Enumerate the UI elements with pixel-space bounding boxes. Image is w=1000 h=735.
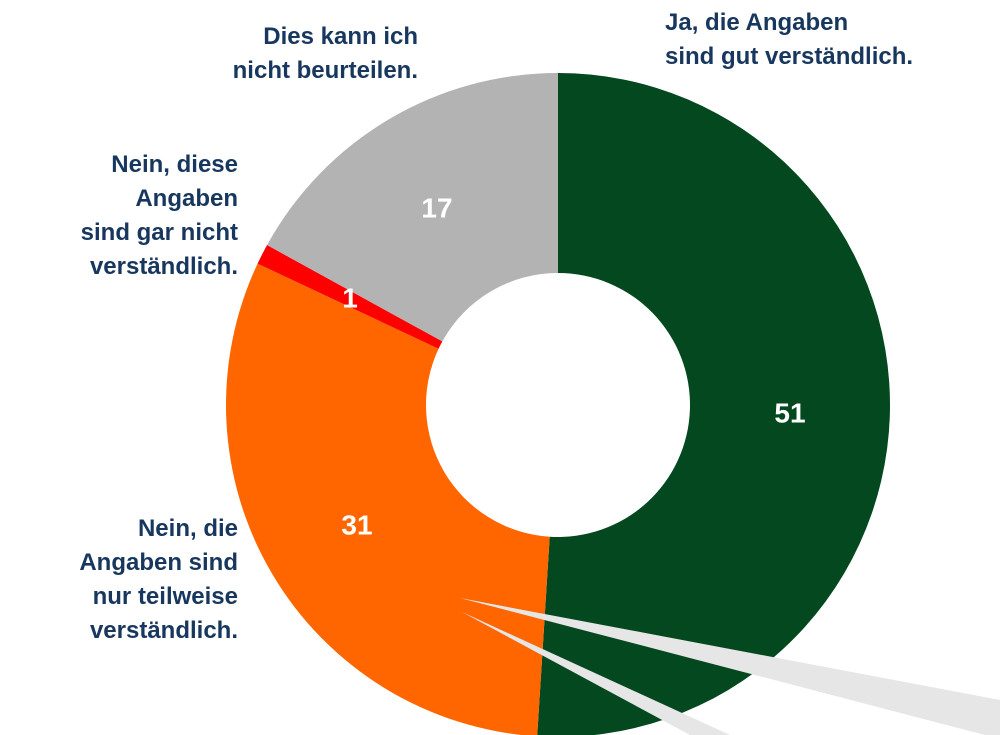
value-label: 17: [421, 192, 452, 223]
wedge: [537, 73, 890, 735]
wedge: [226, 263, 550, 735]
wedge: [267, 73, 558, 342]
value-label: 1: [342, 282, 358, 313]
category-label: Nein, die Angaben sind nur teilweise ver…: [79, 515, 238, 644]
category-label: Ja, die Angaben sind gut verständlich.: [665, 9, 914, 70]
category-label: Nein, diese Angaben sind gar nicht verst…: [80, 151, 238, 280]
value-label: 51: [774, 397, 805, 428]
wedge: [257, 245, 443, 349]
callout: [460, 598, 1000, 735]
category-label: Dies kann ich nicht beurteilen.: [232, 23, 418, 84]
value-label: 31: [341, 509, 372, 540]
callout: [462, 612, 730, 735]
